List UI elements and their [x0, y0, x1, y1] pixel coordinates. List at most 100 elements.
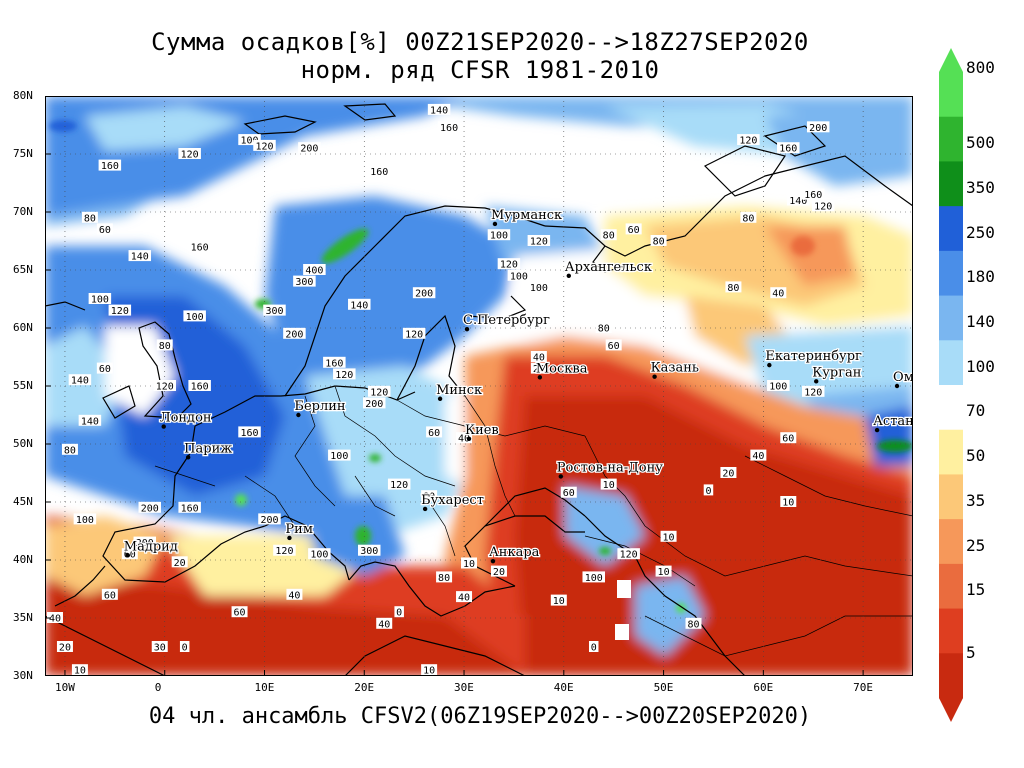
contour-label: 120: [335, 370, 353, 381]
colorbar-label: 35: [966, 490, 986, 510]
contour-label-bg: [151, 641, 168, 652]
contour-label: 40: [772, 289, 784, 300]
colorbar-segment: [939, 161, 963, 207]
contour-label-bg: [725, 281, 742, 293]
contour-label: 10: [553, 596, 565, 607]
contour-label-bg: [96, 223, 113, 235]
contour-label-bg: [273, 544, 296, 556]
contour-label: 10: [423, 666, 435, 676]
contour-label-bg: [156, 339, 173, 351]
contour-label-bg: [179, 641, 190, 652]
contour-label-bg: [78, 414, 102, 426]
contour-label-bg: [188, 240, 211, 252]
colorbar-label: 25: [966, 535, 986, 555]
colorbar-label: 100: [966, 356, 995, 376]
contour-label-bg: [387, 478, 411, 490]
colorbar-label: 140: [966, 311, 995, 331]
city-dot: [874, 427, 880, 433]
contour-label-bg: [178, 501, 201, 513]
contour-label-bg: [703, 484, 714, 496]
contour-label-bg: [737, 134, 760, 146]
lon-label: 60E: [753, 681, 774, 694]
contour-label: 40: [533, 353, 545, 364]
contour-label-bg: [253, 139, 276, 151]
contour-label: 60: [782, 434, 794, 445]
colorbar-label: 70: [966, 401, 986, 421]
city-label: Париж: [184, 441, 232, 456]
contour-label-bg: [298, 142, 321, 154]
lon-label: 10E: [254, 681, 275, 694]
contour-label-bg: [362, 397, 386, 409]
city-label: Минск: [436, 383, 482, 398]
city-label: Мурманск: [491, 208, 562, 223]
lon-label: 0: [154, 681, 162, 694]
colorbar-segment: [939, 116, 963, 162]
contour-label-bg: [293, 275, 316, 287]
contour-label: 120: [739, 136, 757, 147]
contour-label: 160: [325, 358, 343, 369]
axis-ticks: [45, 96, 864, 676]
contour-label: 140: [430, 105, 448, 116]
contour-label: 40: [458, 593, 470, 604]
contour-label-bg: [133, 536, 157, 548]
contour-label: 140: [131, 252, 149, 263]
contour-label: 10: [663, 532, 675, 543]
contour-label-bg: [153, 380, 176, 391]
lat-label: 40N: [13, 553, 33, 566]
map-title-line2: норм. ряд CFSR 1981-2010: [300, 56, 660, 84]
contour-label-bg: [73, 513, 97, 525]
contour-label-bg: [183, 310, 206, 322]
contour-label-bg: [128, 250, 152, 262]
contour-label-bg: [767, 380, 790, 391]
contour-label: 30: [154, 643, 166, 654]
contour-label: 120: [390, 480, 408, 491]
lat-label: 45N: [13, 495, 33, 508]
city-dot: [422, 506, 428, 512]
city-dot: [287, 535, 292, 541]
contour-label-bg: [787, 194, 810, 206]
colorbar-segment: [939, 563, 963, 610]
city-label: Мадрид: [124, 539, 178, 554]
contour-label-bg: [560, 486, 577, 498]
contour-label-bg: [178, 148, 201, 159]
colorbar-segment: [939, 519, 963, 565]
contour-label-bg: [490, 565, 507, 577]
colorbar-segment: [939, 340, 963, 386]
contour-label-bg: [238, 134, 261, 146]
contour-label: 100: [769, 382, 787, 393]
contour-label: 10: [603, 480, 615, 491]
city-label: С.Петербург: [463, 313, 550, 328]
contour-label-bg: [426, 426, 443, 438]
contour-label-bg: [685, 617, 702, 629]
contour-label-bg: [801, 188, 825, 200]
contour-label-bg: [527, 281, 551, 293]
contour-label-bg: [456, 591, 473, 603]
contour-label: 80: [423, 492, 435, 503]
contour-label-bg: [780, 432, 797, 444]
contour-label: 60: [99, 364, 111, 375]
contour-label: 0: [591, 643, 597, 654]
colorbar-segment: [939, 429, 963, 475]
city-dot: [558, 474, 564, 479]
contour-label: 20: [174, 558, 186, 569]
contour-label-bg: [770, 287, 787, 299]
colorbar-label: 500: [966, 133, 995, 153]
contour-label-bg: [367, 385, 391, 397]
contour-label: 120: [500, 260, 518, 271]
contour-label-bg: [750, 449, 767, 461]
contour-label: 20: [533, 364, 545, 375]
contour-label: 200: [141, 503, 159, 514]
contour-label: 80: [727, 283, 739, 294]
contour-label: 80: [603, 231, 615, 242]
lat-label: 55N: [13, 379, 33, 392]
contour-label-bg: [188, 380, 211, 391]
contour-label: 200: [136, 538, 154, 549]
contour-label: 100: [510, 271, 528, 282]
contour-label-bg: [801, 385, 825, 397]
high-precip-spots: [49, 120, 913, 613]
city-dot: [125, 553, 131, 558]
lon-label: 30E: [454, 681, 474, 694]
contour-label: 200: [300, 144, 318, 155]
contour-label-bg: [101, 588, 118, 600]
city-dot: [185, 455, 191, 460]
